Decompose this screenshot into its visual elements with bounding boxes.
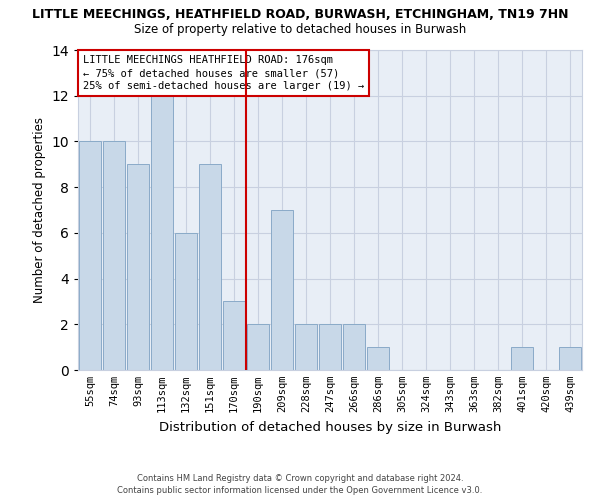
Bar	[151, 96, 173, 370]
Bar	[511, 347, 533, 370]
Y-axis label: Number of detached properties: Number of detached properties	[33, 117, 46, 303]
Text: LITTLE MEECHINGS HEATHFIELD ROAD: 176sqm
← 75% of detached houses are smaller (5: LITTLE MEECHINGS HEATHFIELD ROAD: 176sqm…	[83, 55, 364, 91]
Bar	[343, 324, 365, 370]
Text: Contains HM Land Registry data © Crown copyright and database right 2024.
Contai: Contains HM Land Registry data © Crown c…	[118, 474, 482, 495]
Bar	[247, 324, 269, 370]
Bar	[175, 233, 197, 370]
Bar	[223, 302, 245, 370]
Bar	[103, 142, 125, 370]
X-axis label: Distribution of detached houses by size in Burwash: Distribution of detached houses by size …	[159, 420, 501, 434]
Bar	[559, 347, 581, 370]
Text: Size of property relative to detached houses in Burwash: Size of property relative to detached ho…	[134, 22, 466, 36]
Bar	[271, 210, 293, 370]
Bar	[79, 142, 101, 370]
Bar	[199, 164, 221, 370]
Text: LITTLE MEECHINGS, HEATHFIELD ROAD, BURWASH, ETCHINGHAM, TN19 7HN: LITTLE MEECHINGS, HEATHFIELD ROAD, BURWA…	[32, 8, 568, 20]
Bar	[319, 324, 341, 370]
Bar	[295, 324, 317, 370]
Bar	[127, 164, 149, 370]
Bar	[367, 347, 389, 370]
